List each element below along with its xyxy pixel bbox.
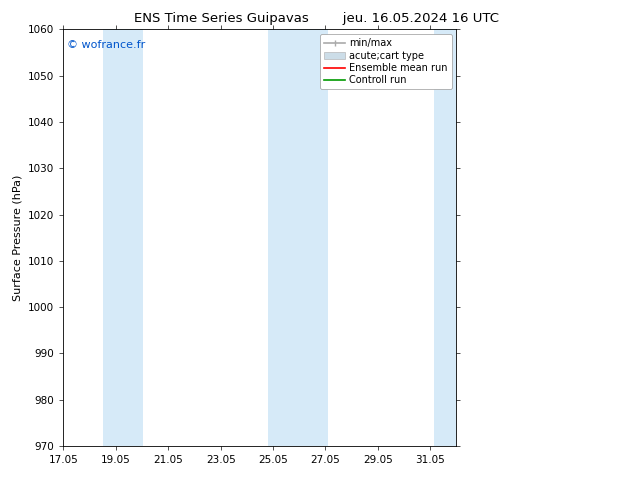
Bar: [103, 29, 143, 446]
Bar: [268, 29, 328, 446]
Bar: [434, 29, 458, 446]
Legend: min/max, acute;cart type, Ensemble mean run, Controll run: min/max, acute;cart type, Ensemble mean …: [320, 34, 451, 89]
Text: © wofrance.fr: © wofrance.fr: [67, 40, 146, 50]
Text: ENS Time Series Guipavas        jeu. 16.05.2024 16 UTC: ENS Time Series Guipavas jeu. 16.05.2024…: [134, 12, 500, 25]
Y-axis label: Surface Pressure (hPa): Surface Pressure (hPa): [13, 174, 23, 301]
